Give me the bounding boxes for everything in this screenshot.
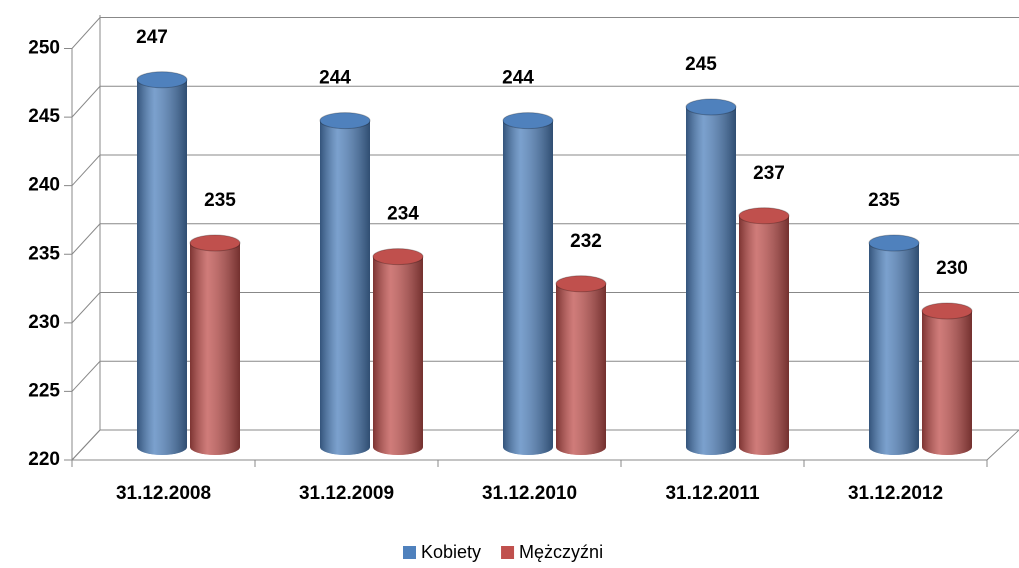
data-label: 234 — [387, 204, 419, 225]
bar-shade — [373, 256, 423, 455]
bar-top — [685, 98, 737, 116]
bar-top — [319, 112, 371, 130]
y-tick-label: 240 — [28, 175, 60, 196]
data-label: 235 — [204, 190, 236, 211]
grid-line — [64, 85, 1019, 118]
y-tick-label: 225 — [28, 380, 60, 401]
bar-shade — [869, 243, 919, 455]
bar-top — [502, 112, 554, 130]
data-label: 247 — [136, 27, 168, 48]
bar-top — [136, 71, 188, 89]
bar-shade — [137, 79, 187, 456]
bar — [868, 234, 920, 455]
data-label: 235 — [868, 190, 900, 211]
x-tick-label: 31.12.2011 — [665, 483, 759, 504]
data-label: 237 — [753, 163, 785, 184]
data-label: 230 — [936, 258, 968, 279]
bar-top — [372, 248, 424, 266]
x-tick-label: 31.12.2009 — [299, 483, 394, 504]
x-tick-label: 31.12.2012 — [848, 483, 943, 504]
bar-shade — [686, 107, 736, 455]
bar-top — [868, 234, 920, 252]
y-tick-label: 220 — [28, 449, 60, 470]
data-label: 232 — [570, 231, 602, 252]
data-label: 245 — [685, 54, 717, 75]
x-tick-label: 31.12.2008 — [116, 483, 211, 504]
y-tick-label: 245 — [28, 106, 60, 127]
bar-top — [189, 234, 241, 252]
bar — [738, 207, 790, 455]
bar — [502, 112, 554, 455]
bar-shade — [503, 120, 553, 455]
bar-top — [921, 302, 973, 320]
bar-shade — [190, 243, 240, 455]
bar — [372, 248, 424, 455]
legend-swatch — [403, 546, 416, 559]
bar — [685, 98, 737, 455]
bar-shade — [922, 311, 972, 455]
bar-top — [555, 275, 607, 293]
x-tick-label: 31.12.2010 — [482, 483, 577, 504]
grid-line — [64, 17, 1019, 49]
bar-shade — [739, 215, 789, 455]
legend-label: Kobiety — [421, 542, 481, 562]
bar-shade — [556, 283, 606, 455]
data-label: 244 — [502, 68, 534, 89]
bar — [189, 234, 241, 455]
bar — [136, 71, 188, 456]
bar-top — [738, 207, 790, 225]
data-label: 244 — [319, 68, 351, 89]
bar-shade — [320, 120, 370, 455]
y-tick-label: 235 — [28, 243, 60, 264]
legend-swatch — [501, 546, 515, 559]
bar — [921, 302, 973, 455]
y-tick-label: 250 — [28, 38, 60, 59]
legend-label: Mężczyźni — [519, 542, 603, 562]
y-tick-label: 230 — [28, 312, 60, 333]
bar — [555, 275, 607, 455]
bar — [319, 112, 371, 455]
grid-line — [64, 223, 1019, 255]
grid-line — [64, 154, 1019, 187]
